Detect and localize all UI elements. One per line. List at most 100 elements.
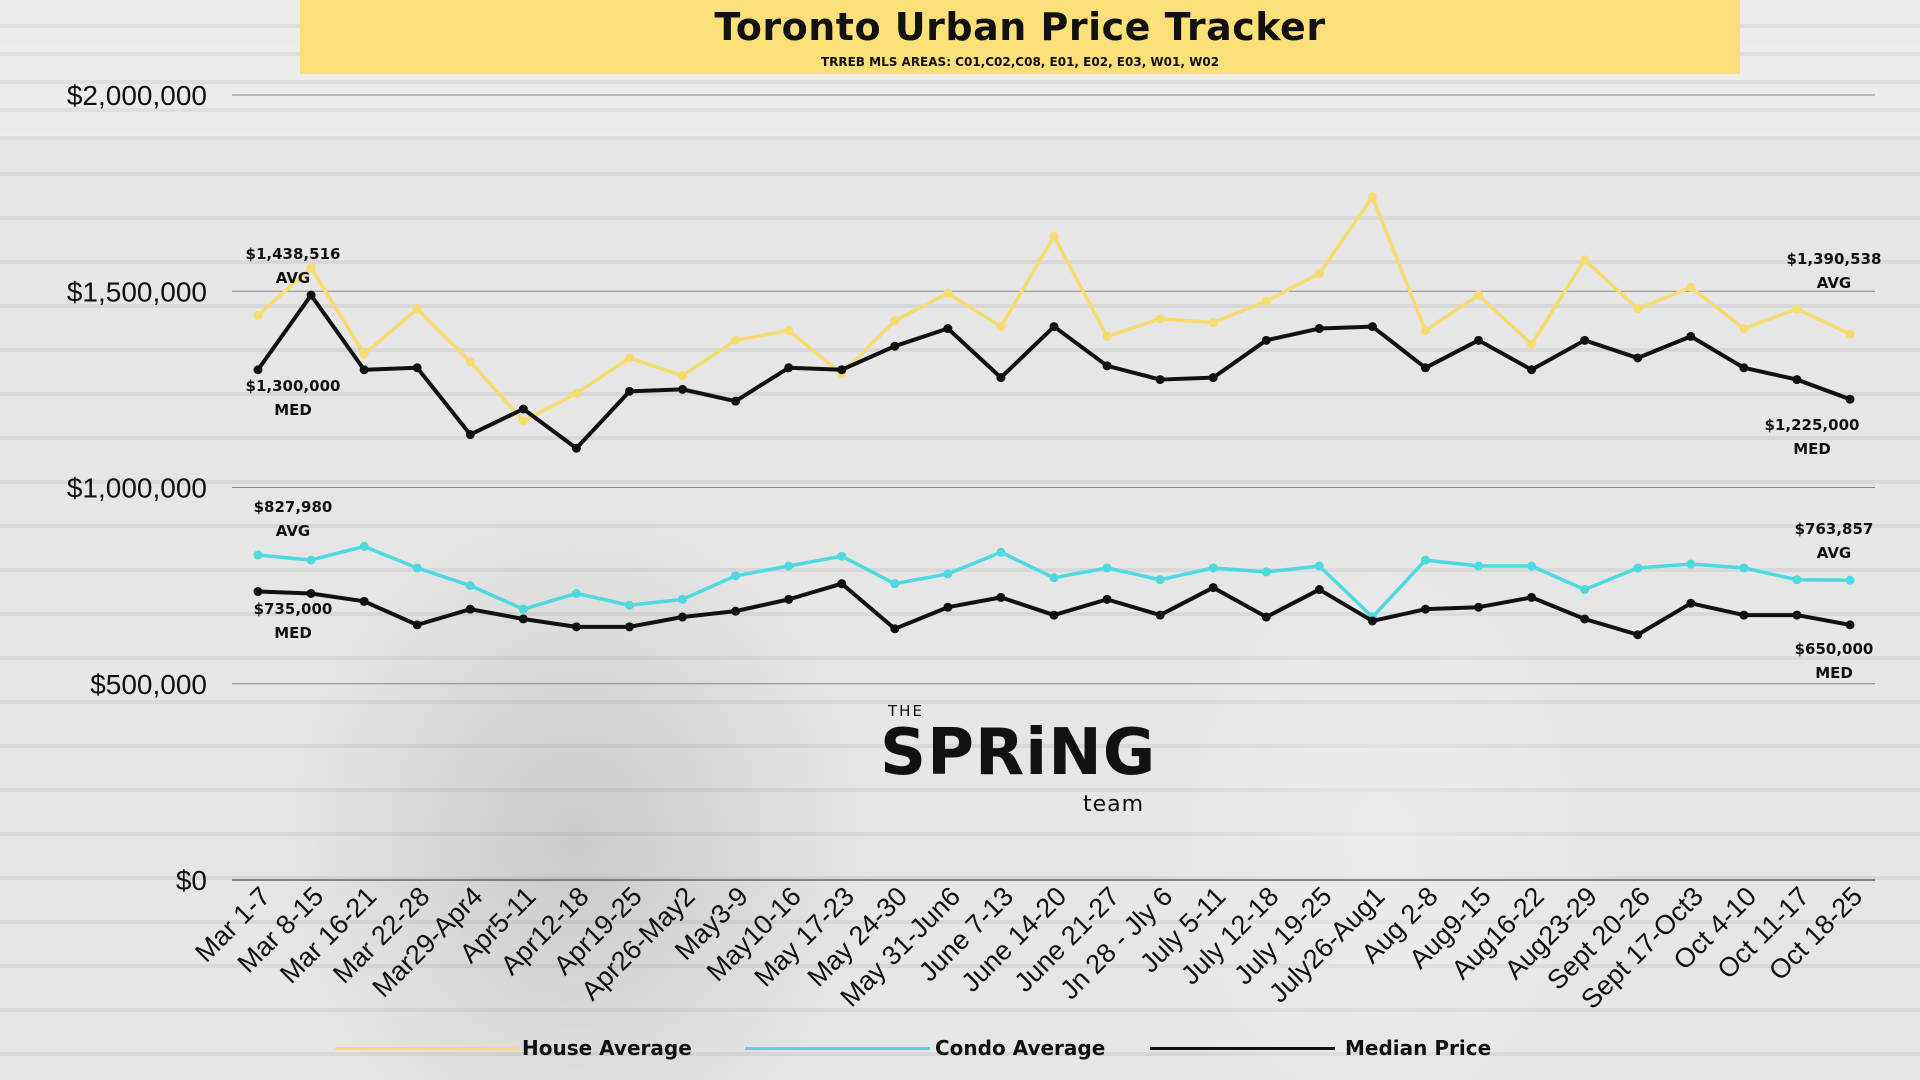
series-point <box>253 587 263 597</box>
series-point <box>1155 610 1165 620</box>
series-line <box>256 195 1851 423</box>
series-point <box>1580 585 1590 595</box>
series-point <box>996 322 1006 332</box>
series-point <box>1314 585 1324 595</box>
y-tick-label: $500,000 <box>90 669 207 700</box>
series-point <box>1155 575 1165 585</box>
series-point <box>1208 563 1218 573</box>
series-point <box>1792 610 1802 620</box>
series-point <box>1049 231 1059 241</box>
series-point <box>1420 604 1430 614</box>
series-point <box>678 371 688 381</box>
series-point <box>1580 614 1590 624</box>
legend-swatch-house-average <box>335 1047 520 1050</box>
series-point <box>571 443 581 453</box>
series-point <box>1580 255 1590 265</box>
series-point <box>731 606 741 616</box>
series-point <box>624 353 634 363</box>
series-point <box>943 288 953 298</box>
series-point <box>1155 375 1165 385</box>
series-point <box>678 384 688 394</box>
series-point <box>1314 561 1324 571</box>
series-point <box>1739 610 1749 620</box>
series-point <box>1208 318 1218 328</box>
legend-label-median-price: Median Price <box>1345 1036 1492 1060</box>
series-point <box>253 365 263 375</box>
series-point <box>678 612 688 622</box>
series-point <box>1633 304 1643 314</box>
series-point <box>1686 559 1696 569</box>
annotation-house-end-value: $1,390,538 <box>1787 250 1882 268</box>
series-point <box>1739 324 1749 334</box>
logo-the-text: THE <box>888 702 924 720</box>
chart-legend: House Average Condo Average Median Price <box>0 1032 1920 1068</box>
annotation-median-upper-end-tag: MED <box>1793 440 1831 458</box>
series-point <box>359 541 369 551</box>
series-point <box>1261 612 1271 622</box>
series-point <box>624 386 634 396</box>
series-point <box>1792 304 1802 314</box>
series-point <box>306 555 316 565</box>
series-point <box>465 357 475 367</box>
series-point <box>1049 610 1059 620</box>
series-point <box>306 263 316 273</box>
series-point <box>1261 335 1271 345</box>
annotation-house-start-tag: AVG <box>276 269 311 287</box>
chart-subtitle: TRREB MLS AREAS: C01,C02,C08, E01, E02, … <box>820 55 1220 69</box>
annotation-median-lower-end-value: $650,000 <box>1795 640 1874 658</box>
series-point <box>678 594 688 604</box>
annotation-house-start-value: $1,438,516 <box>246 245 341 263</box>
series-point <box>1686 331 1696 341</box>
series-point <box>1049 573 1059 583</box>
series-point <box>1261 296 1271 306</box>
series-point <box>1527 365 1537 375</box>
legend-swatch-condo-average <box>745 1047 930 1050</box>
series-point <box>1580 335 1590 345</box>
series-point <box>571 588 581 598</box>
series-point <box>571 388 581 398</box>
series-point <box>1845 620 1855 630</box>
y-tick-label: $1,000,000 <box>67 473 207 504</box>
annotation-median-lower-start-value: $735,000 <box>254 600 333 618</box>
series-point <box>1367 616 1377 626</box>
series-point <box>996 592 1006 602</box>
series-point <box>1792 575 1802 585</box>
series-point <box>1474 290 1484 300</box>
series-point <box>465 430 475 440</box>
series-point <box>1633 630 1643 640</box>
annotation-condo-start-tag: AVG <box>276 522 311 540</box>
series-point <box>784 363 794 373</box>
series-point <box>1633 353 1643 363</box>
series-point <box>306 290 316 300</box>
series-point <box>1314 269 1324 279</box>
series-point <box>731 571 741 581</box>
series-point <box>1845 394 1855 404</box>
annotation-median-lower-start-tag: MED <box>274 624 312 642</box>
y-tick-label: $1,500,000 <box>67 276 207 307</box>
series-point <box>890 316 900 326</box>
series-point <box>306 588 316 598</box>
series-point <box>1474 561 1484 571</box>
series-point <box>253 310 263 320</box>
logo-team-text: team <box>1083 792 1145 817</box>
series-point <box>253 550 263 560</box>
series-point <box>412 363 422 373</box>
series-point <box>518 604 528 614</box>
series-point <box>890 624 900 634</box>
series-point <box>1102 361 1112 371</box>
series-point <box>359 596 369 606</box>
series-point <box>1208 373 1218 383</box>
series-point <box>1474 335 1484 345</box>
series-point <box>943 602 953 612</box>
series-point <box>943 324 953 334</box>
legend-label-condo-average: Condo Average <box>935 1036 1106 1060</box>
series-point <box>1686 282 1696 292</box>
series-point <box>1314 324 1324 334</box>
series-point <box>1739 363 1749 373</box>
series-point <box>412 620 422 630</box>
annotation-house-end-tag: AVG <box>1817 274 1852 292</box>
series-point <box>837 365 847 375</box>
series-point <box>571 622 581 632</box>
series-point <box>518 614 528 624</box>
